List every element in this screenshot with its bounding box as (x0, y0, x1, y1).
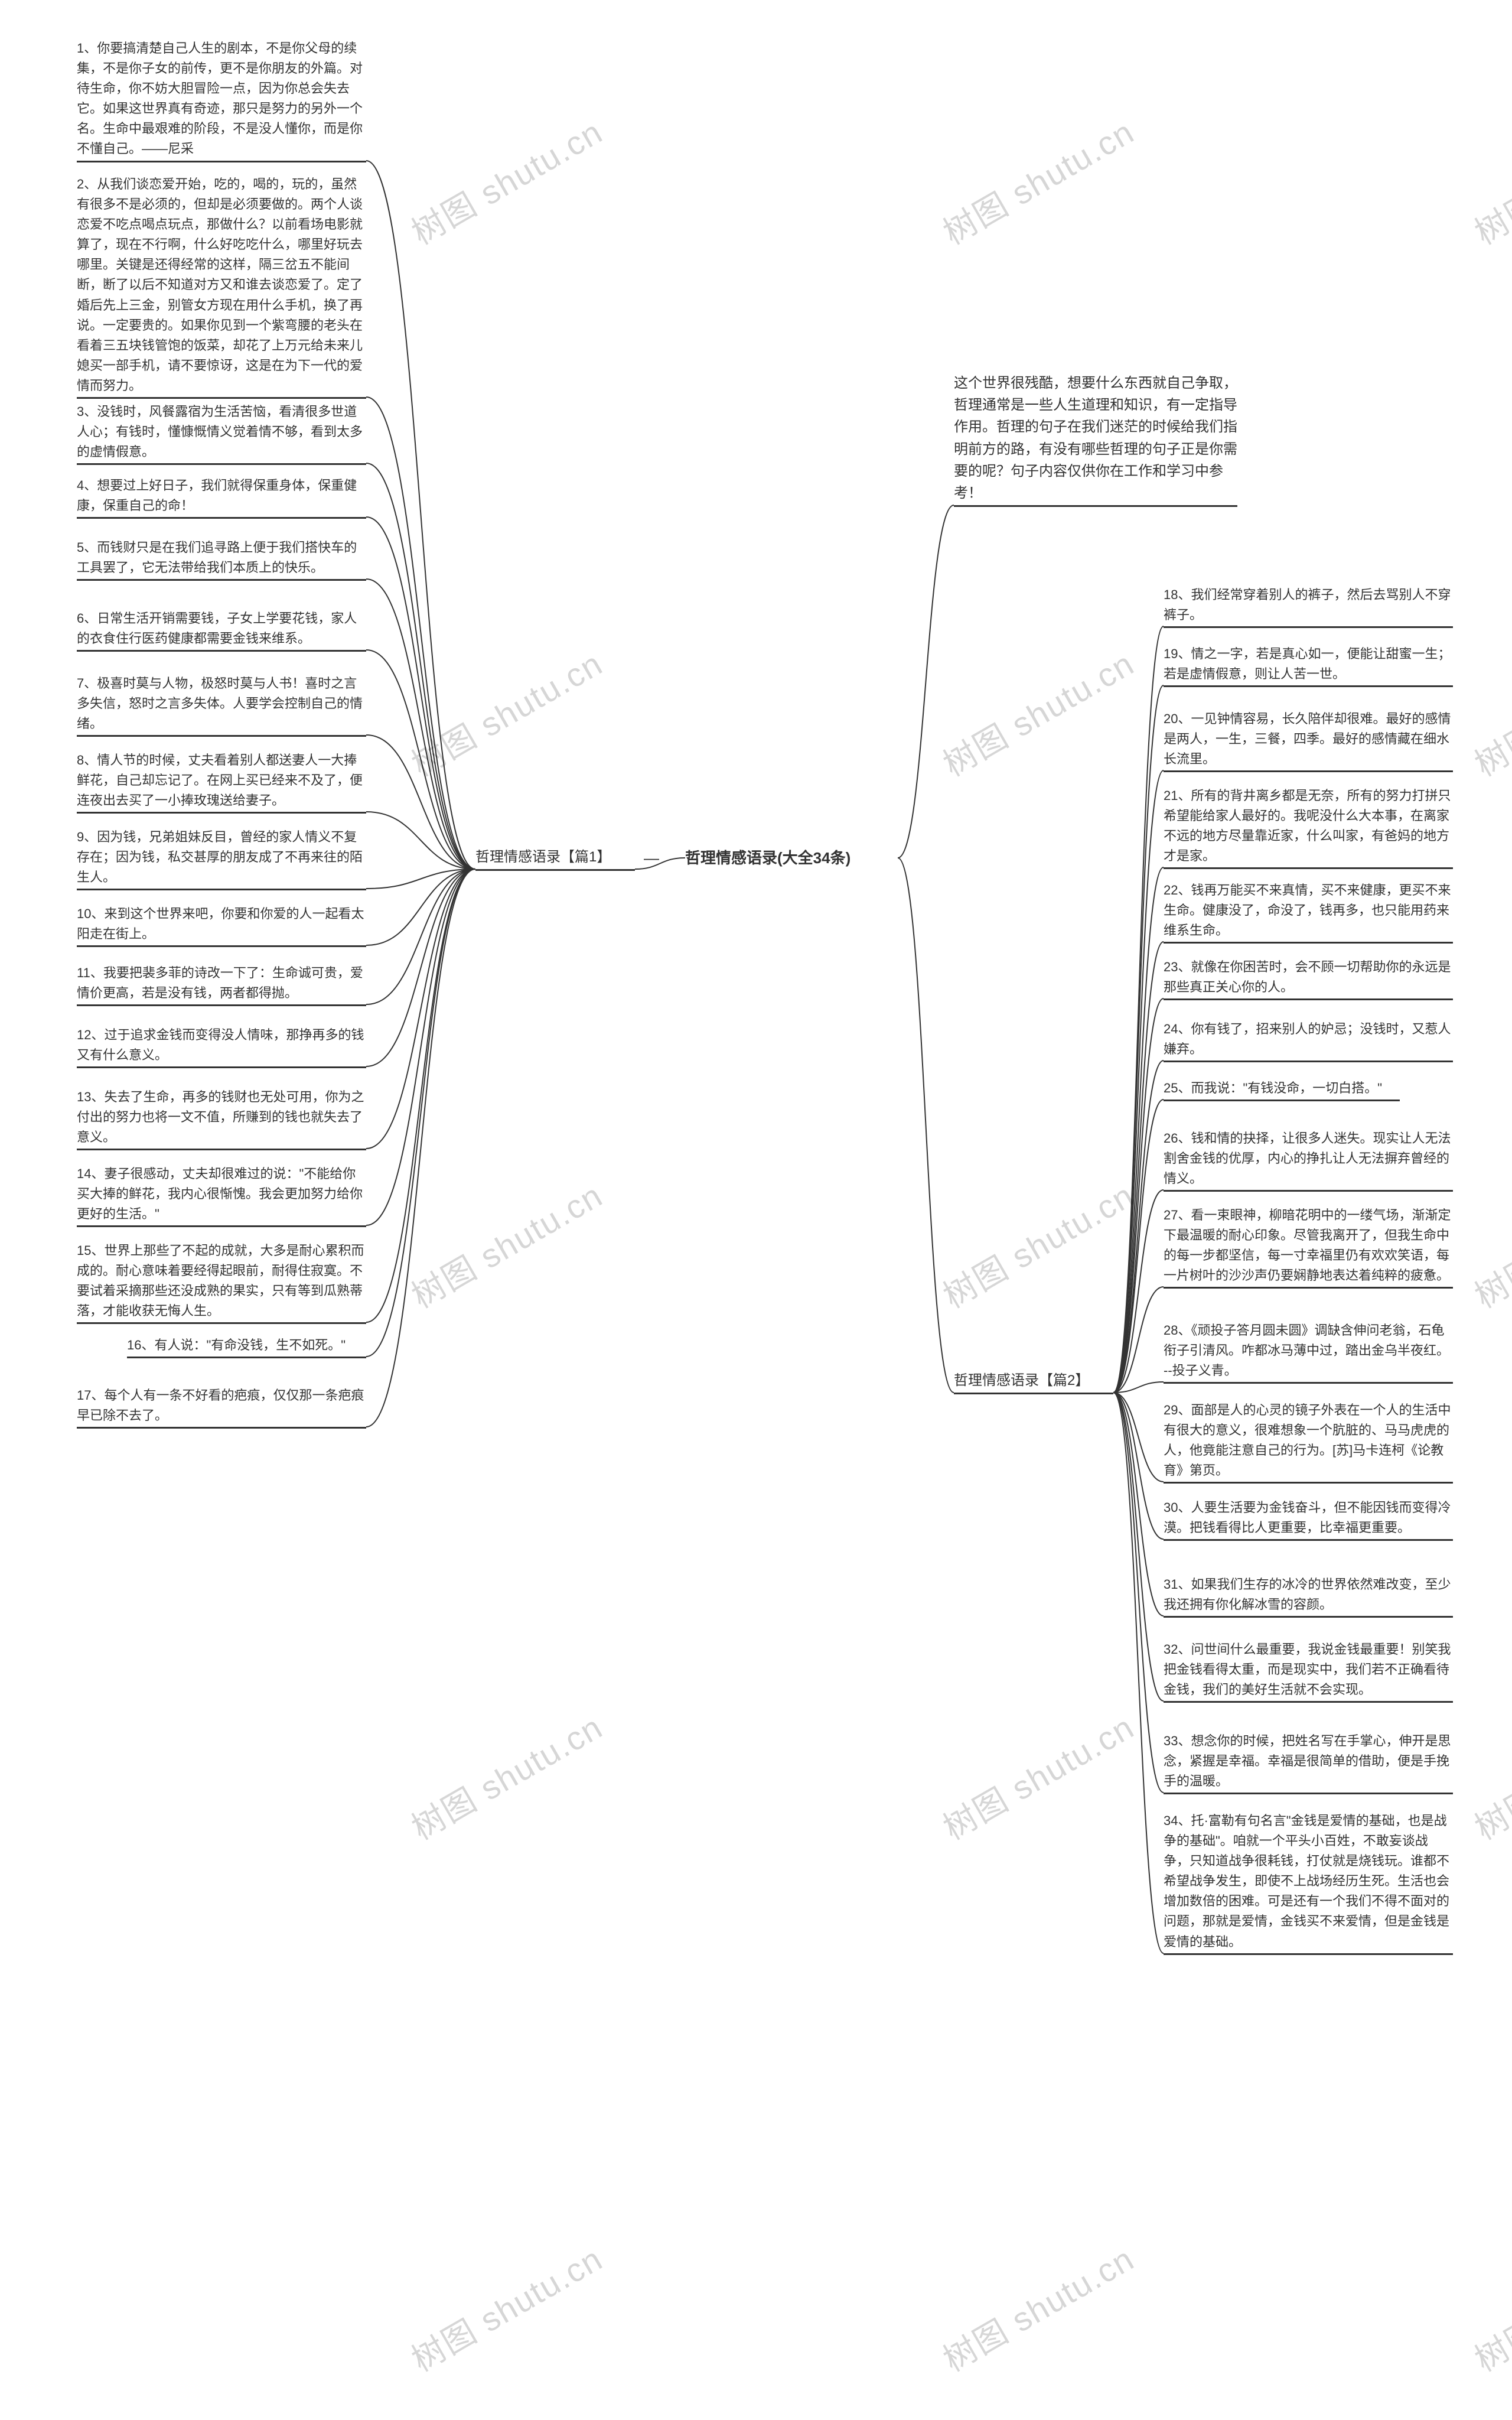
branch-label: 哲理情感语录【篇2】 (954, 1370, 1113, 1391)
node-underline (1164, 1953, 1453, 1955)
quote-item: 26、钱和情的抉择，让很多人迷失。现实让人无法割舍金钱的优厚，内心的挣扎让人无法… (1164, 1128, 1453, 1189)
watermark: 树图 shutu.cn (402, 637, 610, 786)
node-underline (77, 1225, 366, 1227)
quote-item: 1、你要搞清楚自己人生的剧本，不是你父母的续集，不是你子女的前传，更不是你朋友的… (77, 38, 366, 160)
node-underline (77, 1066, 366, 1068)
quote-item: 13、失去了生命，再多的钱财也无处可用，你为之付出的努力也将一文不值，所赚到的钱… (77, 1087, 366, 1147)
node-underline (1164, 998, 1453, 1000)
watermark: 树图 shutu.cn (402, 1701, 610, 1849)
watermark: 树图 shutu.cn (933, 1701, 1142, 1849)
quote-item: 34、托·富勒有句名言"金钱是爱情的基础，也是战争的基础"。咱就一个平头小百姓，… (1164, 1811, 1453, 1952)
watermark: 树图 shutu.cn (1465, 106, 1512, 254)
watermark: 树图 shutu.cn (1465, 2233, 1512, 2381)
node-underline (1164, 1793, 1453, 1794)
quote-item: 11、我要把裴多菲的诗改一下了：生命诚可贵，爱情价更高，若是没有钱，两者都得抛。 (77, 963, 366, 1003)
quote-item: 5、而钱财只是在我们追寻路上便于我们搭快车的工具罢了，它无法带给我们本质上的快乐… (77, 538, 366, 578)
node-underline (127, 1357, 366, 1358)
quote-item: 9、因为钱，兄弟姐妹反目，曾经的家人情义不复存在；因为钱，私交甚厚的朋友成了不再… (77, 827, 366, 887)
watermark: 树图 shutu.cn (933, 1169, 1142, 1318)
node-underline (77, 1004, 366, 1006)
node-underline (1164, 770, 1453, 772)
node-underline (77, 889, 366, 890)
node-underline (77, 579, 366, 581)
node-underline (475, 869, 635, 871)
quote-item: 4、想要过上好日子，我们就得保重身体，保重健康，保重自己的命！ (77, 476, 366, 516)
watermark: 树图 shutu.cn (402, 2233, 610, 2381)
node-underline (77, 463, 366, 465)
quote-item: 25、而我说："有钱没命，一切白搭。" (1164, 1078, 1400, 1098)
quote-item: 21、所有的背井离乡都是无奈，所有的努力打拼只希望能给家人最好的。我呢没什么大本… (1164, 786, 1453, 866)
node-underline (1164, 942, 1453, 944)
node-underline (77, 812, 366, 814)
node-underline (77, 1322, 366, 1324)
quote-item: 19、情之一字，若是真心如一，便能让甜蜜一生；若是虚情假意，则让人苦一世。 (1164, 644, 1453, 684)
node-underline (1164, 626, 1453, 628)
watermark: 树图 shutu.cn (402, 106, 610, 254)
node-underline (77, 517, 366, 519)
quote-item: 20、一见钟情容易，长久陪伴却很难。最好的感情是两人，一生，三餐，四季。最好的感… (1164, 709, 1453, 769)
watermark: 树图 shutu.cn (933, 106, 1142, 254)
mindmap-canvas: 哲理情感语录(大全34条) 这个世界很残酷，想要什么东西就自己争取，哲理通常是一些… (0, 0, 1512, 2420)
node-underline (1164, 1539, 1453, 1541)
branch-label: 哲理情感语录【篇1】 (475, 846, 635, 868)
quote-item: 2、从我们谈恋爱开始，吃的，喝的，玩的，虽然有很多不是必须的，但却是必须要做的。… (77, 174, 366, 396)
quote-item: 31、如果我们生存的冰冷的世界依然难改变，至少我还拥有你化解冰雪的容颜。 (1164, 1575, 1453, 1615)
node-underline (77, 735, 366, 737)
quote-item: 7、极喜时莫与人物，极怒时莫与人书！喜时之言多失信，怒时之言多失体。人要学会控制… (77, 674, 366, 734)
quote-item: 18、我们经常穿着别人的裤子，然后去骂别人不穿裤子。 (1164, 585, 1453, 625)
node-underline (1164, 1482, 1453, 1484)
node-underline (954, 1393, 1113, 1394)
quote-item: 8、情人节的时候，丈夫看着别人都送妻人一大捧鲜花，自己却忘记了。在网上买已经来不… (77, 750, 366, 811)
quote-item: 29、面部是人的心灵的镜子外表在一个人的生活中有很大的意义，很难想象一个肮脏的、… (1164, 1400, 1453, 1481)
node-underline (77, 397, 366, 399)
quote-item: 17、每个人有一条不好看的疤痕，仅仅那一条疤痕早已除不去了。 (77, 1385, 366, 1426)
node-underline (77, 945, 366, 947)
quote-item: 12、过于追求金钱而变得没人情味，那挣再多的钱又有什么意义。 (77, 1025, 366, 1065)
node-underline (77, 650, 366, 652)
node-underline (1164, 1061, 1453, 1062)
watermark: 树图 shutu.cn (1465, 1701, 1512, 1849)
node-underline (1164, 1190, 1453, 1192)
node-underline (954, 505, 1237, 507)
node-underline (77, 1149, 366, 1150)
watermark: 树图 shutu.cn (1465, 637, 1512, 786)
quote-item: 3、没钱时，风餐露宿为生活苦恼，看清很多世道人心；有钱时，懂慷慨情义觉着情不够，… (77, 402, 366, 462)
watermark: 树图 shutu.cn (933, 637, 1142, 786)
node-underline (77, 1427, 366, 1429)
watermark: 树图 shutu.cn (1465, 1169, 1512, 1318)
center-node: 哲理情感语录(大全34条) (685, 846, 898, 870)
quote-item: 30、人要生活要为金钱奋斗，但不能因钱而变得冷漠。把钱看得比人更重要，比幸福更重… (1164, 1498, 1453, 1538)
quote-item: 23、就像在你困苦时，会不顾一切帮助你的永远是那些真正关心你的人。 (1164, 957, 1453, 997)
quote-item: 27、看一束眼神，柳暗花明中的一缕气场，渐渐定下最温暖的耐心印象。尽管我离开了，… (1164, 1205, 1453, 1286)
quote-item: 10、来到这个世界来吧，你要和你爱的人一起看太阳走在街上。 (77, 904, 366, 944)
quote-item: 28、《顽投子答月圆未圆》调缺含伸问老翁，石龟衔子引清风。咋都冰马薄中过，踏出金… (1164, 1320, 1453, 1381)
quote-item: 15、世界上那些了不起的成就，大多是耐心累积而成的。耐心意味着要经得起眼前，耐得… (77, 1241, 366, 1321)
quote-item: 24、你有钱了，招来别人的妒忌；没钱时，又惹人嫌弃。 (1164, 1019, 1453, 1059)
quote-item: 22、钱再万能买不来真情，买不来健康，更买不来生命。健康没了，命没了，钱再多，也… (1164, 880, 1453, 941)
node-underline (1164, 685, 1453, 687)
quote-item: 14、妻子很感动，丈夫却很难过的说："不能给你买大捧的鲜花，我内心很惭愧。我会更… (77, 1164, 366, 1224)
node-underline (1164, 1616, 1453, 1618)
watermark: 树图 shutu.cn (402, 1169, 610, 1318)
quote-item: 6、日常生活开销需要钱，子女上学要花钱，家人的衣食住行医药健康都需要金钱来维系。 (77, 609, 366, 649)
quote-item: 32、问世间什么最重要，我说金钱最重要！别笑我把金钱看得太重，而是现实中，我们若… (1164, 1640, 1453, 1700)
node-underline (1164, 867, 1453, 869)
quote-item: 33、想念你的时候，把姓名写在手掌心，伸开是思念，紧握是幸福。幸福是很简单的借助… (1164, 1731, 1453, 1791)
node-underline (1164, 1382, 1453, 1384)
node-underline (1164, 1287, 1453, 1289)
node-underline (1164, 1701, 1453, 1703)
separator-dash: — (644, 846, 667, 870)
node-underline (1164, 1100, 1400, 1101)
intro-text: 这个世界很残酷，想要什么东西就自己争取，哲理通常是一些人生道理和知识，有一定指导… (954, 372, 1237, 504)
watermark: 树图 shutu.cn (933, 2233, 1142, 2381)
node-underline (77, 161, 366, 162)
quote-item: 16、有人说："有命没钱，生不如死。" (127, 1335, 366, 1355)
